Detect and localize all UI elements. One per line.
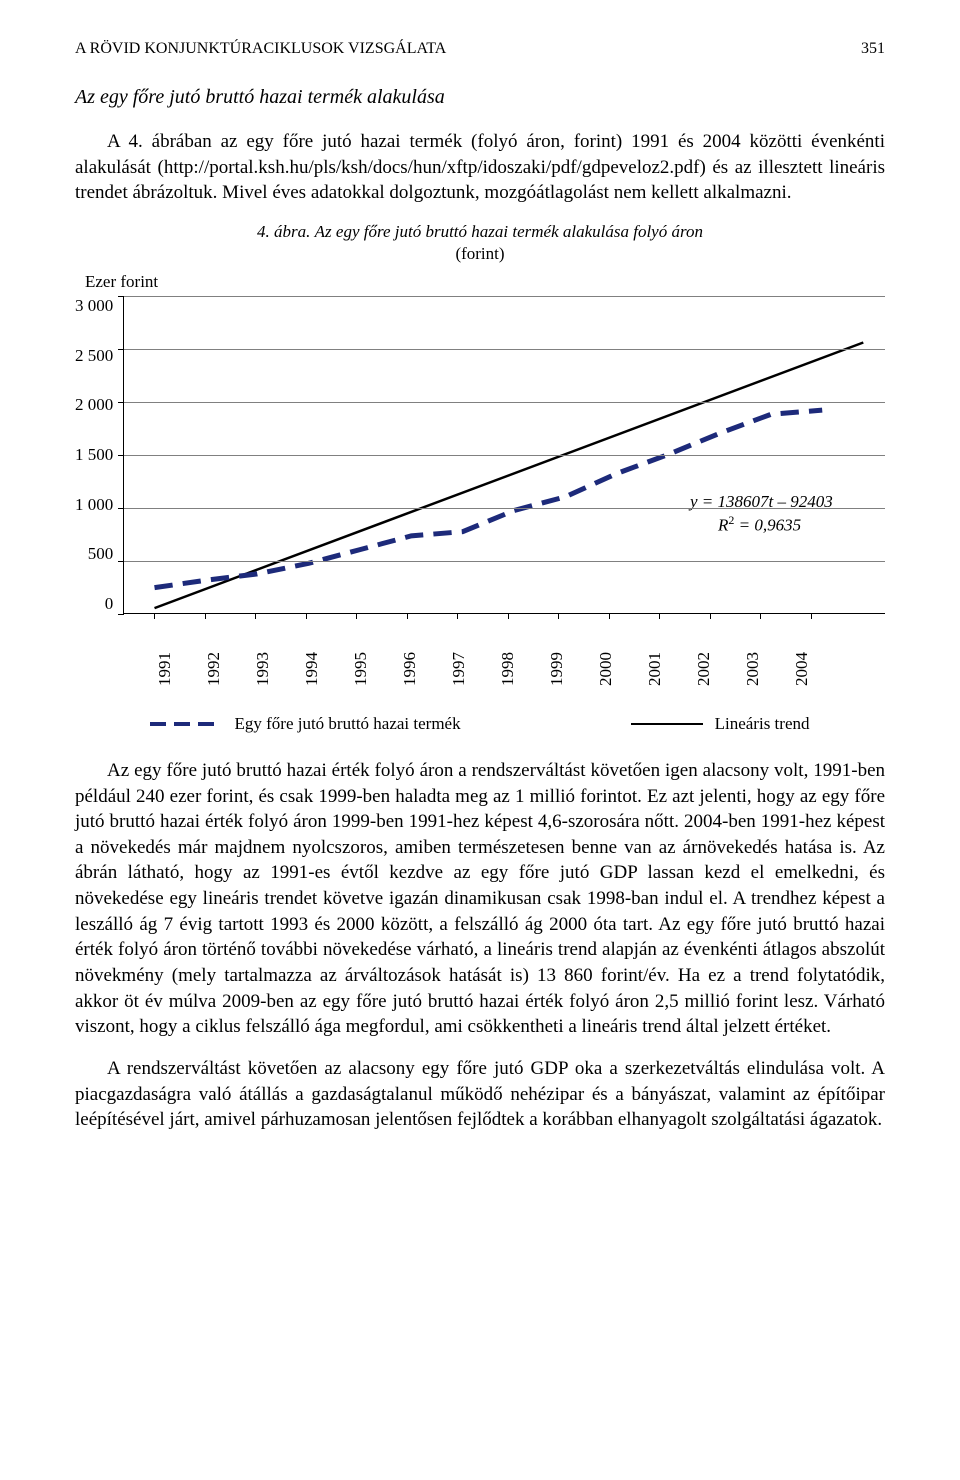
x-tick [457,613,458,619]
gridline [124,349,885,350]
gridline [124,508,885,509]
header-title: A RÖVID KONJUNKTÚRACIKLUSOK VIZSGÁLATA [75,40,446,58]
x-tick [306,613,307,619]
x-tick-label: 1997 [449,652,469,686]
x-tick-label: 1995 [351,652,371,686]
y-tick [118,349,124,350]
y-tick-label: 2 000 [75,395,113,415]
gridline [124,455,885,456]
x-tick-label: 1998 [498,652,518,686]
x-tick-label: 1991 [155,652,175,686]
section-title: Az egy főre jutó bruttó hazai termék ala… [75,86,885,109]
x-tick-label: 1992 [204,652,224,686]
figure-caption: 4. ábra. Az egy főre jutó bruttó hazai t… [75,222,885,242]
y-tick [118,455,124,456]
legend-label-data: Egy főre jutó bruttó hazai termék [234,714,460,734]
formula-line-1: y = 138607t – 92403 [690,491,860,513]
y-tick-label: 1 500 [75,445,113,465]
y-tick-label: 500 [88,544,114,564]
figure-title: Az egy főre jutó bruttó hazai termék ala… [315,222,703,241]
y-axis-title: Ezer forint [85,272,885,292]
figure-number: 4. ábra. [257,222,310,241]
x-tick [508,613,509,619]
page-header: A RÖVID KONJUNKTÚRACIKLUSOK VIZSGÁLATA 3… [75,40,885,58]
y-tick [118,402,124,403]
x-tick-label: 1993 [253,652,273,686]
paragraph-3: A rendszerváltást követően az alacsony e… [75,1056,885,1133]
x-tick-label: 2000 [596,652,616,686]
x-tick [154,613,155,619]
legend-label-trend: Lineáris trend [715,714,810,734]
x-tick [760,613,761,619]
y-tick [118,614,124,615]
chart-area: 3 000 2 500 2 000 1 500 1 000 500 0 y = 138607… [75,296,885,646]
y-tick-label: 1 000 [75,495,113,515]
paragraph-1: A 4. ábrában az egy főre jutó hazai term… [75,129,885,206]
chart-wrapper: 3 000 2 500 2 000 1 500 1 000 500 0 y = 138607… [75,296,885,734]
y-tick-label: 2 500 [75,346,113,366]
x-tick-label: 1999 [547,652,567,686]
x-tick [255,613,256,619]
x-tick [205,613,206,619]
legend-swatch-dashed [150,722,222,726]
page-number: 351 [861,40,885,58]
gridline [124,402,885,403]
paragraph-2: Az egy főre jutó bruttó hazai érték foly… [75,758,885,1040]
x-tick [659,613,660,619]
x-tick [558,613,559,619]
x-tick [356,613,357,619]
x-tick-label: 2001 [645,652,665,686]
trend-formula: y = 138607t – 92403 R2 = 0,9635 [690,491,860,537]
y-tick-label: 0 [105,594,114,614]
x-tick-label: 2003 [743,652,763,686]
x-tick [710,613,711,619]
gridline [124,561,885,562]
x-tick [609,613,610,619]
legend-item-data: Egy főre jutó bruttó hazai termék [150,714,460,734]
chart-legend: Egy főre jutó bruttó hazai termék Lineár… [75,714,885,734]
plot-box: y = 138607t – 92403 R2 = 0,9635 [123,296,885,614]
trend-line [155,342,864,608]
y-tick [118,561,124,562]
x-tick [407,613,408,619]
y-tick-label: 3 000 [75,296,113,316]
x-tick-label: 1994 [302,652,322,686]
x-tick-label: 2004 [792,652,812,686]
y-tick [118,296,124,297]
formula-line-2: R2 = 0,9635 [690,513,860,537]
figure-subcaption: (forint) [75,244,885,264]
gridline [124,296,885,297]
x-axis-labels: 1991 1992 1993 1994 1995 1996 1997 1998 1999 2000… [135,652,885,686]
legend-item-trend: Lineáris trend [631,714,810,734]
y-axis-labels: 3 000 2 500 2 000 1 500 1 000 500 0 [75,296,123,614]
x-tick-label: 2002 [694,652,714,686]
legend-swatch-solid [631,723,703,725]
x-tick [811,613,812,619]
x-tick-label: 1996 [400,652,420,686]
y-tick [118,508,124,509]
